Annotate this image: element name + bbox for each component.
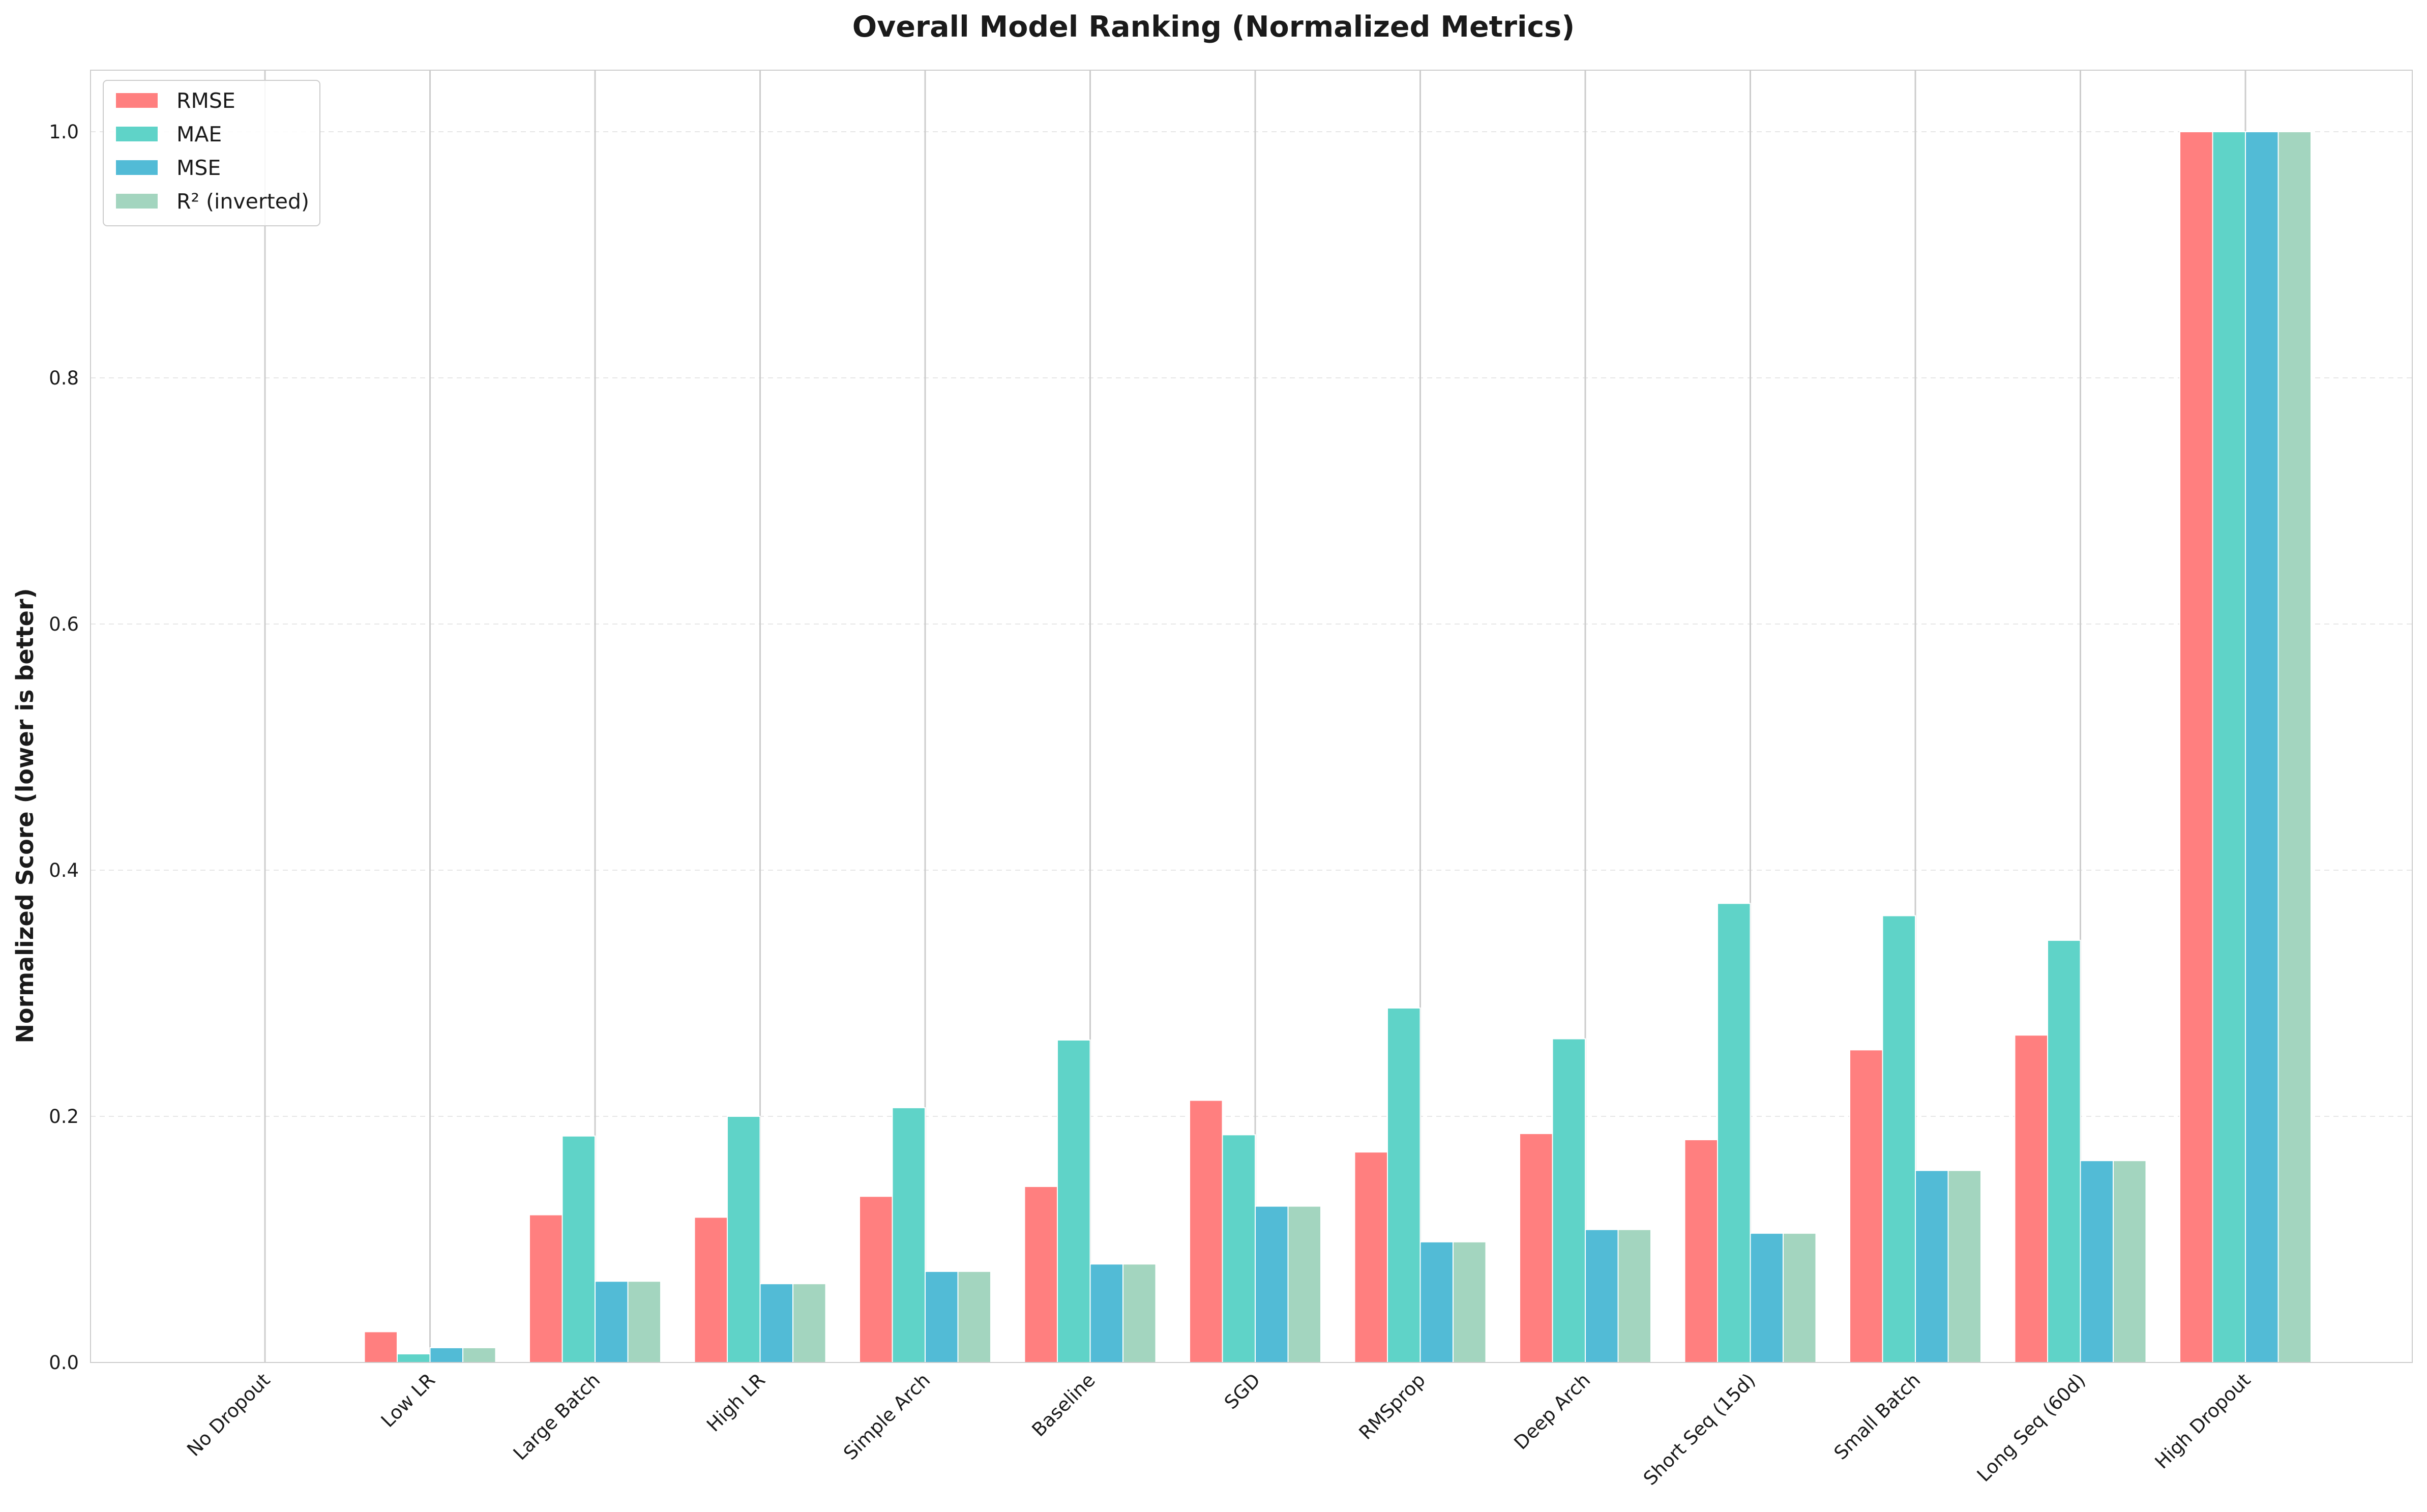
y-axis-ticks: 0.0 0.2 0.4 0.6 0.8 1.0: [49, 121, 79, 1374]
bar-mse-11: [2080, 1160, 2114, 1363]
bar-r-inverted-11: [2113, 1160, 2147, 1363]
y-tick-label: 1.0: [49, 121, 79, 143]
bar-r-inverted-9: [1783, 1232, 1817, 1363]
y-tick-label: 0.4: [49, 859, 79, 881]
x-tick-label: Deep Arch: [1510, 1369, 1595, 1454]
x-axis-ticks: No Dropout Low LR Large Batch High LR Simple…: [183, 1369, 2255, 1490]
bar-mae-6: [1222, 1134, 1256, 1363]
x-tick-label: Large Batch: [509, 1369, 605, 1465]
bar-r-inverted-1: [462, 1347, 496, 1363]
plot-frame: [90, 70, 2413, 1363]
x-tick-label: High LR: [702, 1369, 769, 1436]
bar-mae-3: [727, 1116, 761, 1363]
bar-rmse-1: [364, 1331, 398, 1363]
legend-label: R² (inverted): [176, 189, 309, 214]
bar-r-inverted-4: [957, 1270, 991, 1363]
x-tick-label: Long Seq (60d): [1973, 1369, 2090, 1486]
chart-title: Overall Model Ranking (Normalized Metric…: [852, 10, 1575, 44]
legend-swatch: [116, 160, 158, 175]
x-tick-label: Simple Arch: [839, 1369, 934, 1464]
x-tick-label: RMSprop: [1355, 1369, 1430, 1444]
bar-r-inverted-8: [1617, 1229, 1651, 1363]
legend-label: MAE: [176, 122, 222, 146]
y-tick-label: 0.0: [49, 1352, 79, 1374]
bar-mae-7: [1387, 1007, 1421, 1363]
bar-r-inverted-6: [1287, 1205, 1321, 1363]
bar-r-inverted-10: [1947, 1170, 1981, 1363]
bar-rmse-11: [2014, 1034, 2048, 1363]
bar-mae-4: [892, 1107, 926, 1363]
bar-rmse-7: [1354, 1151, 1388, 1363]
legend-label: MSE: [176, 156, 221, 180]
bar-rmse-5: [1024, 1185, 1058, 1363]
legend: RMSE MAE MSE R² (inverted): [103, 80, 320, 226]
y-tick-label: 0.2: [49, 1106, 79, 1128]
bar-r-inverted-5: [1122, 1263, 1157, 1363]
bar-r-inverted-7: [1453, 1241, 1487, 1363]
bar-mse-12: [2245, 131, 2279, 1363]
bar-rmse-12: [2179, 131, 2213, 1363]
bar-mae-11: [2047, 939, 2081, 1363]
x-tick-label: Short Seq (15d): [1639, 1369, 1760, 1490]
y-tick-label: 0.8: [49, 367, 79, 389]
bar-rmse-6: [1189, 1100, 1223, 1363]
bar-mse-9: [1750, 1232, 1784, 1363]
bar-mae-12: [2212, 131, 2246, 1363]
bar-mse-6: [1255, 1205, 1289, 1363]
bar-mse-2: [595, 1281, 629, 1363]
bar-mse-4: [925, 1270, 959, 1363]
bar-mse-3: [759, 1283, 793, 1363]
bar-r-inverted-2: [627, 1281, 661, 1363]
bar-rmse-2: [529, 1214, 563, 1363]
x-tick-label: No Dropout: [183, 1369, 274, 1461]
bar-mae-1: [397, 1353, 431, 1363]
legend-swatch: [116, 93, 158, 108]
bar-rmse-10: [1849, 1049, 1883, 1363]
x-tick-label: SGD: [1220, 1369, 1264, 1413]
bar-mse-7: [1419, 1241, 1454, 1363]
bars: [364, 131, 2312, 1363]
legend-label: RMSE: [176, 88, 235, 113]
y-axis-label: Normalized Score (lower is better): [11, 588, 39, 1043]
bar-rmse-4: [859, 1196, 893, 1363]
bar-mae-10: [1882, 915, 1916, 1363]
bar-mae-2: [561, 1135, 596, 1363]
legend-box: [103, 80, 320, 226]
legend-swatch: [116, 194, 158, 209]
bar-r-inverted-3: [792, 1283, 826, 1363]
x-tick-label: Small Batch: [1830, 1369, 1925, 1464]
bar-mse-1: [429, 1347, 463, 1363]
bar-mae-8: [1552, 1038, 1586, 1363]
bar-rmse-3: [694, 1217, 728, 1363]
x-tick-label: High Dropout: [2151, 1369, 2255, 1473]
bar-mse-8: [1585, 1229, 1619, 1363]
x-tick-label: Low LR: [377, 1369, 439, 1432]
bar-rmse-8: [1519, 1133, 1553, 1363]
bar-rmse-9: [1684, 1139, 1718, 1363]
bar-mse-10: [1915, 1170, 1949, 1363]
y-tick-label: 0.6: [49, 613, 79, 635]
bar-mae-5: [1057, 1039, 1091, 1363]
legend-swatch: [116, 127, 158, 141]
x-tick-label: Baseline: [1028, 1369, 1100, 1441]
bar-mse-5: [1089, 1263, 1123, 1363]
bar-r-inverted-12: [2277, 131, 2312, 1363]
bar-mae-9: [1717, 903, 1751, 1363]
